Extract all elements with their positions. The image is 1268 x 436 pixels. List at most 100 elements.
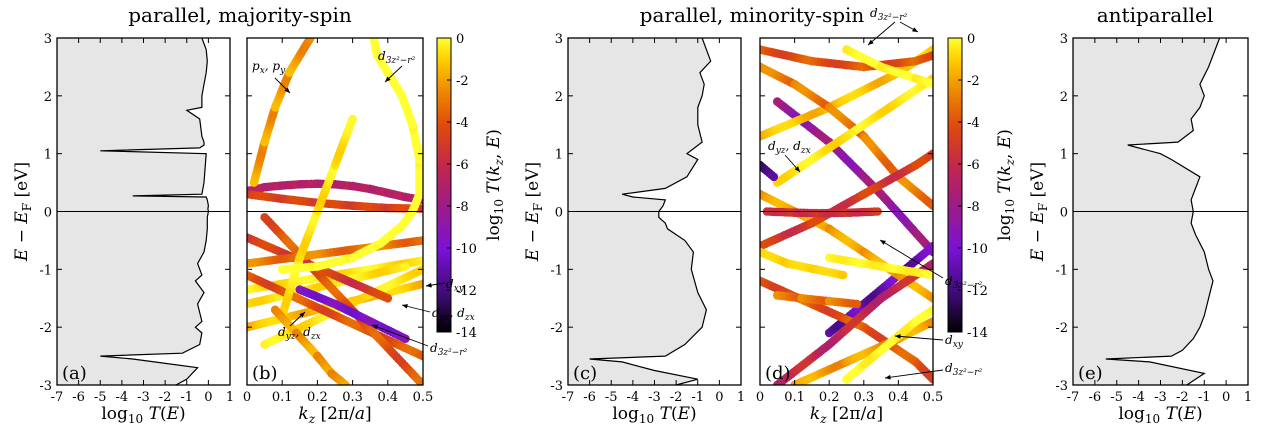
arrow-d-d3z2-mid-shaft <box>879 239 944 279</box>
ytick-label-a: -1 <box>39 263 52 278</box>
arrow-d-dyz-head <box>794 166 800 172</box>
arrow-d-dyz <box>784 154 801 173</box>
colorbar-label-d: log10 T(kz, E) <box>995 129 1017 241</box>
annotation-d-dxy: dxy <box>945 333 964 350</box>
xtick-label-e: -4 <box>1132 390 1145 405</box>
x-axis-label-d: kz [2π/a] <box>810 404 883 426</box>
ytick-label-e: 3 <box>1060 32 1068 47</box>
annotation-d-dyz: dyz, dzx <box>768 139 811 156</box>
band-point-d <box>928 51 933 60</box>
arrow-b-d3z2-bottom <box>371 324 429 347</box>
xtick-label-b: 0.3 <box>342 390 363 405</box>
band-point-d <box>928 294 933 303</box>
colorbar-tick-label-d: -6 <box>967 158 980 173</box>
colorbar-tick-label-b: -14 <box>456 326 477 341</box>
arrow-d-d3z2-top-2-head <box>868 39 874 45</box>
colorbar-tick-label-d: -8 <box>967 200 980 215</box>
arrow-b-dyz-left <box>289 311 306 327</box>
panel-b: 0 0.1 0.2 0.3 0.4 0.5kz [2π/a](b)0-2-4-6-8-10… <box>243 32 506 426</box>
arrow-b-dxy-head <box>426 282 432 288</box>
arrow-d-d3z2-top-2-shaft <box>867 21 896 46</box>
ytick-label-a: 0 <box>44 206 52 221</box>
xtick-label-d: 0.5 <box>923 390 944 405</box>
ytick-label-e: -2 <box>1055 321 1068 336</box>
title-middle: parallel, minority-spin <box>640 3 865 27</box>
xtick-label-b: 0.4 <box>377 390 398 405</box>
ytick-label-c: 2 <box>555 90 563 105</box>
arrow-d-d3z2-mid-head <box>880 240 886 245</box>
colorbar-tick-label-b: -2 <box>456 74 469 89</box>
xtick-label-e: -1 <box>1198 390 1211 405</box>
xtick-label-a: -5 <box>94 390 107 405</box>
ytick-label-a: 1 <box>44 148 52 163</box>
arrow-b-d3z2-bottom-shaft <box>371 324 429 347</box>
xtick-label-e: -5 <box>1110 390 1123 405</box>
band-point-d <box>928 259 933 268</box>
colorbar-tick-label-d: -4 <box>967 116 980 131</box>
xtick-label-a: -6 <box>72 390 85 405</box>
colorbar-tick-label-d: -2 <box>967 74 980 89</box>
xtick-label-d: 0.1 <box>784 390 805 405</box>
colorbar-tick-label-b: -10 <box>456 242 477 257</box>
arrow-b-px-py <box>274 77 291 94</box>
colorbar-tick-label-d: -12 <box>967 284 988 299</box>
ytick-label-e: 0 <box>1060 206 1068 221</box>
band-point-d <box>852 299 862 309</box>
panel-tag-d: (d) <box>765 363 791 384</box>
band-point-d <box>838 270 848 280</box>
arrow-d-d3z2-bottom-head <box>885 374 891 380</box>
band-point-b <box>418 351 423 361</box>
y-axis-label-c: E − EF [eV] <box>523 162 545 262</box>
band-point-d <box>928 317 933 326</box>
xtick-label-e: -6 <box>1089 390 1102 405</box>
arrow-b-dyz-right <box>401 304 431 313</box>
band-point-d <box>928 201 933 210</box>
band-point-b <box>383 294 393 303</box>
ytick-label-a: 2 <box>44 90 52 105</box>
title-left: parallel, majority-spin <box>128 3 352 27</box>
xtick-label-d: 0.4 <box>888 390 909 405</box>
ytick-label-e: 1 <box>1060 148 1068 163</box>
band-point-b <box>418 256 423 265</box>
colorbar-tick-label-b: -4 <box>456 116 469 131</box>
xtick-label-c: -5 <box>605 390 618 405</box>
xtick-label-d: 0.3 <box>853 390 874 405</box>
xtick-label-b: 0.5 <box>413 390 434 405</box>
band-point-b <box>418 204 423 213</box>
arrow-d-dxy-head <box>895 334 901 339</box>
xtick-label-c: -4 <box>627 390 640 405</box>
xtick-label-c: -1 <box>691 390 704 405</box>
x-axis-label-b: kz [2π/a] <box>298 404 371 426</box>
band-point-d <box>928 241 933 251</box>
colorbar-tick-label-d: 0 <box>967 32 975 47</box>
colorbar-d <box>947 37 963 333</box>
xtick-label-e: -7 <box>1067 390 1080 405</box>
xtick-label-c: -2 <box>670 390 683 405</box>
arrow-d-d3z2-top <box>899 21 919 33</box>
colorbar-tick-label-d: -10 <box>967 242 988 257</box>
arrow-d-d3z2-mid <box>879 239 944 279</box>
colorbar-label-b: log10 T(kz, E) <box>484 129 506 241</box>
arrow-d-d3z2-top-2 <box>867 21 896 46</box>
xtick-label-c: -6 <box>583 390 596 405</box>
arrow-b-d3z2-top <box>384 65 403 83</box>
band-point-d <box>769 172 779 182</box>
xtick-label-a: -4 <box>116 390 129 405</box>
xtick-label-a: 1 <box>226 390 234 405</box>
ytick-label-e: 2 <box>1060 90 1068 105</box>
xtick-label-c: -3 <box>648 390 661 405</box>
band-point-b <box>418 380 423 385</box>
arrow-d-d3z2-bottom-shaft <box>884 369 944 379</box>
arrow-d-d3z2-bottom <box>884 369 944 380</box>
arrow-b-dxy <box>425 282 446 288</box>
band-point-b <box>306 38 315 43</box>
xtick-label-c: 1 <box>737 390 745 405</box>
arrow-b-d3z2-top-head <box>385 76 391 82</box>
xtick-label-e: -2 <box>1176 390 1189 405</box>
ytick-label-c: 0 <box>555 206 563 221</box>
xtick-label-b: 0.2 <box>307 390 328 405</box>
